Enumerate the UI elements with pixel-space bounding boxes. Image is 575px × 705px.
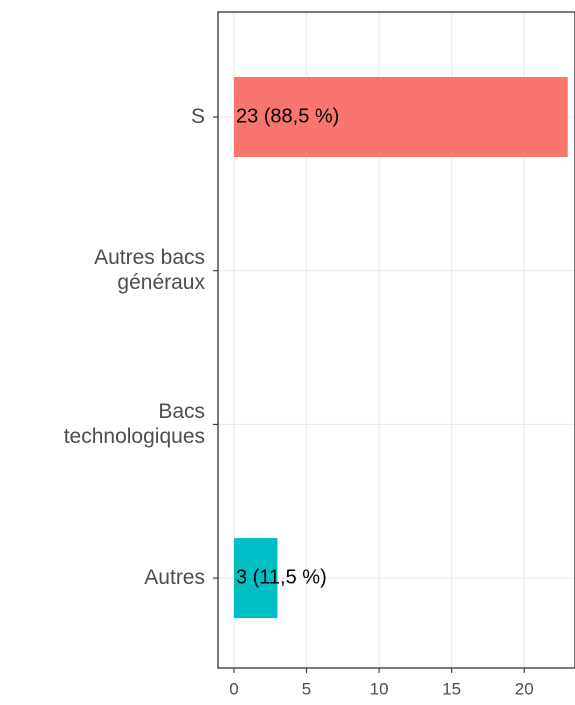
data-label: 3 (11,5 %) — [236, 566, 327, 588]
data-label: 23 (88,5 %) — [236, 105, 339, 127]
bar — [233, 77, 568, 157]
panel-border — [217, 11, 575, 669]
x-tick-label: 5 — [302, 679, 311, 698]
y-tick-label: Bacs technologiques — [64, 399, 205, 447]
x-tick-label: 10 — [370, 679, 389, 698]
x-tick-label: 0 — [229, 679, 238, 698]
bar — [233, 538, 278, 619]
y-tick-label: S — [191, 105, 205, 128]
y-tick-label: Autres bacs généraux — [94, 246, 205, 294]
x-tick-label: 20 — [515, 679, 534, 698]
x-tick-label: 15 — [442, 679, 461, 698]
y-tick-label: Autres — [144, 566, 205, 589]
